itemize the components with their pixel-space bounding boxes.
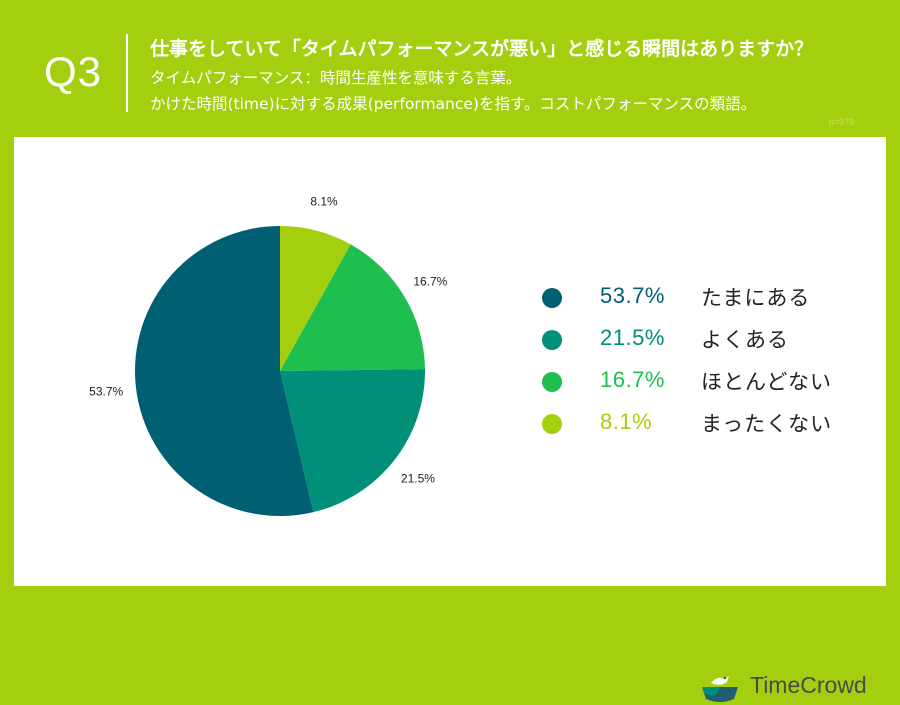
pie-chart: 8.1% 16.7% 21.5% 53.7%: [89, 195, 448, 516]
pie-data-label: 53.7%: [89, 384, 123, 398]
legend-label: ほとんどない: [701, 370, 832, 394]
question-number: Q3: [44, 48, 103, 95]
timecrowd-bird-logo-icon: [702, 669, 738, 702]
pie-slice: [280, 369, 425, 513]
header-divider: [126, 34, 128, 112]
brand-name: TimeCrowd: [750, 672, 867, 698]
pie-data-label: 21.5%: [401, 472, 435, 486]
legend-percent: 53.7%: [600, 283, 665, 308]
pie-slice: [280, 244, 425, 371]
question-subtitle-line1: タイムパフォーマンス：時間生産性を意味する言葉。: [150, 69, 522, 87]
legend-swatch: [542, 372, 562, 392]
question-title: 仕事をしていて「タイムパフォーマンスが悪い」と感じる瞬間はありますか？: [150, 38, 814, 60]
legend-percent: 8.1%: [600, 409, 653, 434]
header: Q3 仕事をしていて「タイムパフォーマンスが悪い」と感じる瞬間はありますか？ タ…: [0, 0, 900, 130]
pie-data-label: 16.7%: [413, 274, 447, 288]
legend-label: まったくない: [701, 412, 833, 436]
legend-swatch: [542, 330, 562, 350]
pie-slice: [135, 226, 314, 516]
brand-logo: TimeCrowd: [698, 665, 888, 705]
legend-percent: 16.7%: [600, 367, 665, 392]
pie-slice: [280, 226, 351, 371]
chart-panel: 8.1% 16.7% 21.5% 53.7% 53.7% たまにある 21.5% よく…: [14, 137, 886, 702]
legend-swatch: [542, 414, 562, 434]
legend-label: たまにある: [701, 286, 811, 310]
sample-size: n=979: [828, 117, 854, 127]
legend-percent: 21.5%: [600, 325, 665, 350]
legend-swatch: [542, 288, 562, 308]
legend-label: よくある: [701, 328, 789, 352]
pie-data-label: 8.1%: [310, 195, 338, 209]
question-subtitle-line2: かけた時間(time)に対する成果(performance)を指す。コストパフォ…: [150, 95, 757, 113]
